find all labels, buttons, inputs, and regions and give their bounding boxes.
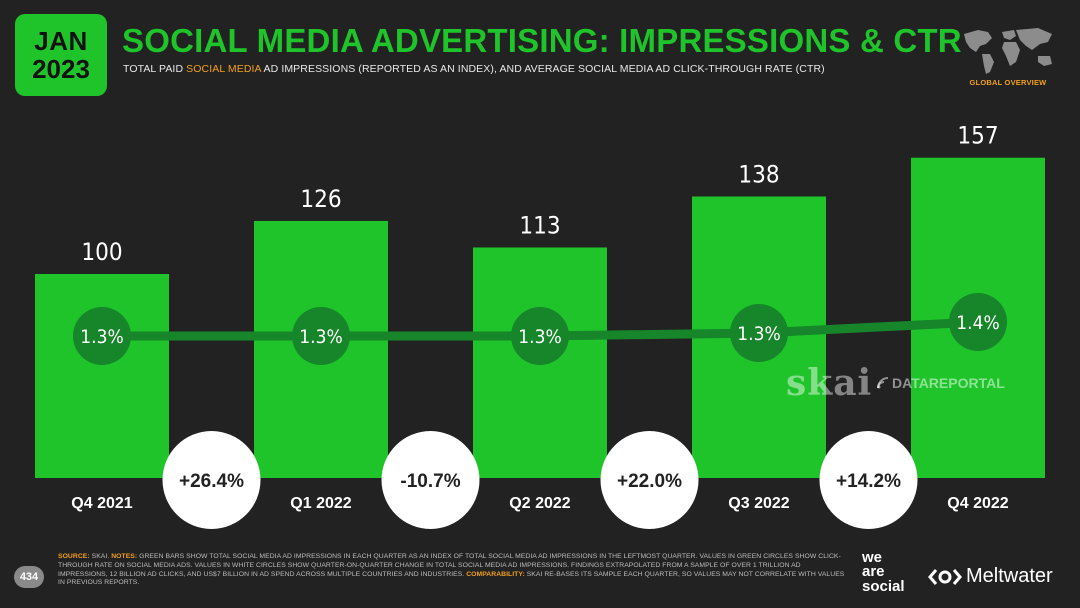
meltwater-logo: Meltwater	[928, 565, 1053, 588]
bar-value-label: 126	[300, 185, 341, 213]
bar	[35, 274, 169, 478]
meltwater-text: Meltwater	[966, 565, 1053, 587]
brand-was-line-1: we	[862, 549, 883, 566]
notes-label: NOTES:	[111, 553, 138, 560]
subtitle-post: AD IMPRESSIONS (REPORTED AS AN INDEX), A…	[261, 63, 825, 75]
region-label: GLOBAL OVERVIEW	[969, 78, 1047, 87]
date-year: 2023	[32, 54, 90, 84]
qoq-change-circle	[819, 431, 918, 529]
bar-value-label: 157	[957, 122, 998, 150]
bar-value-label: 138	[738, 160, 779, 188]
ctr-label: 1.3%	[737, 323, 780, 345]
ctr-label: 1.3%	[80, 326, 123, 348]
qoq-change-label: +14.2%	[836, 471, 901, 492]
datareportal-watermark: DATAREPORTAL	[876, 375, 1005, 391]
page-title: SOCIAL MEDIA ADVERTISING: IMPRESSIONS & …	[122, 22, 962, 59]
qoq-change-circle	[600, 431, 699, 529]
date-month: JAN	[34, 26, 88, 56]
ctr-label: 1.3%	[518, 326, 561, 348]
qoq-change-label: -10.7%	[400, 471, 460, 492]
ctr-point	[730, 304, 788, 362]
qoq-change-circle	[162, 431, 261, 529]
meltwater-icon	[928, 568, 962, 585]
qoq-change-label: +26.4%	[179, 471, 244, 492]
category-label: Q1 2022	[290, 495, 351, 512]
bar-value-label: 100	[81, 238, 122, 266]
page-number: 434	[14, 566, 44, 588]
datareportal-logo-icon	[877, 377, 889, 389]
ctr-point	[73, 307, 131, 365]
ctr-point	[949, 293, 1007, 351]
ctr-label: 1.4%	[956, 312, 999, 334]
brand-was-line-2: are	[862, 563, 885, 581]
ctr-label: 1.3%	[299, 326, 342, 348]
we-are-social-logo: we are social	[862, 549, 905, 595]
category-label: Q2 2022	[509, 495, 570, 512]
ctr-point	[292, 307, 350, 365]
category-label: Q4 2022	[947, 495, 1008, 512]
skai-watermark: skai	[786, 362, 873, 404]
subtitle-highlight: SOCIAL MEDIA	[186, 63, 262, 75]
footnote: SOURCE: SKAI. NOTES: GREEN BARS SHOW TOT…	[58, 553, 848, 588]
notes-text: GREEN BARS SHOW TOTAL SOCIAL MEDIA AD IM…	[58, 553, 841, 578]
datareportal-text: DATAREPORTAL	[892, 375, 1005, 391]
world-map-icon	[964, 28, 1052, 74]
brand-was-line-3: social	[862, 577, 905, 595]
source-text: SKAI.	[89, 553, 112, 560]
comparability-label: COMPARABILITY:	[466, 570, 525, 578]
page-subtitle: TOTAL PAID SOCIAL MEDIA AD IMPRESSIONS (…	[123, 63, 825, 75]
subtitle-pre: TOTAL PAID	[123, 63, 187, 75]
category-label: Q4 2021	[71, 495, 132, 512]
source-label: SOURCE:	[58, 553, 90, 560]
comparability-text: SKAI RE-BASES ITS SAMPLE EACH QUARTER, S…	[58, 570, 845, 587]
ctr-point	[511, 307, 569, 365]
qoq-change-label: +22.0%	[617, 471, 682, 492]
qoq-change-circle	[381, 431, 480, 529]
bar-value-label: 113	[519, 211, 560, 239]
category-label: Q3 2022	[728, 495, 789, 512]
date-badge: JAN 2023	[15, 14, 107, 96]
